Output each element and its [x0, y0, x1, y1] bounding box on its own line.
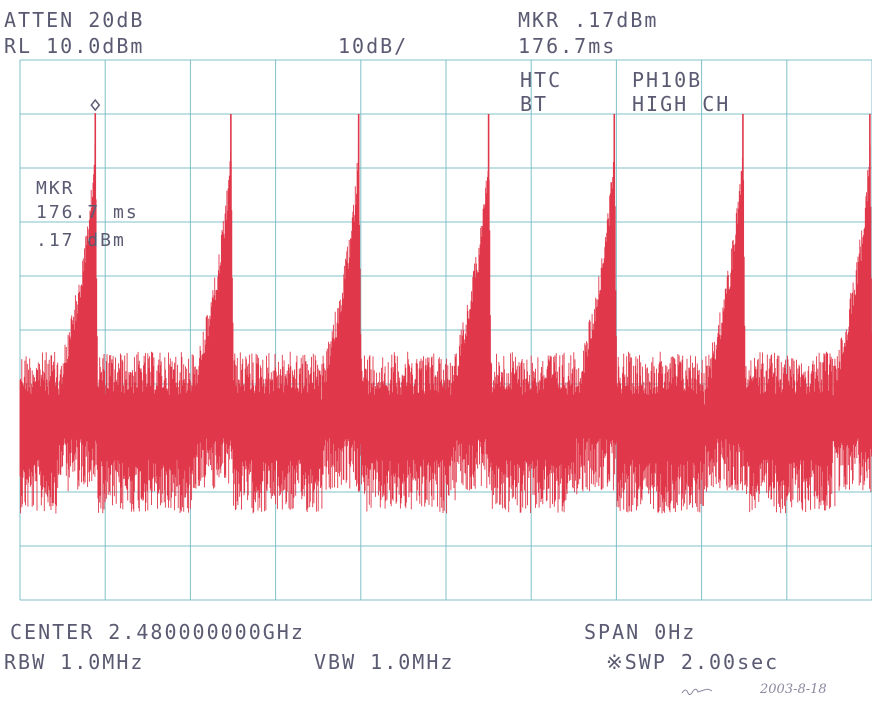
marker-time-label: 176.7ms [518, 34, 617, 58]
trace-path [19, 136, 872, 514]
marker-level-label: MKR .17dBm [518, 8, 659, 32]
model-label: PH10B [632, 68, 703, 92]
atten-label: ATTEN 20dB [4, 8, 145, 32]
mode-label: BT [520, 92, 549, 116]
marker-box-time: 176.7 ms [36, 202, 139, 223]
center-frequency-label: CENTER 2.480000000GHz [10, 620, 305, 644]
marker-box-title: MKR [36, 178, 75, 199]
ref-level-label: RL 10.0dBm [4, 34, 145, 58]
peak-markers [94, 113, 871, 357]
trace-series [19, 136, 872, 514]
date-annotation: 2003-8-18 [760, 682, 827, 697]
span-label: SPAN 0Hz [584, 620, 697, 644]
marker-box-level: .17 dBm [36, 230, 126, 251]
channel-label: HIGH CH [632, 92, 731, 116]
signature-scribble-icon [681, 688, 713, 696]
vbw-label: VBW 1.0MHz [314, 650, 455, 674]
sweep-label: ※SWP 2.00sec [606, 650, 780, 674]
rbw-label: RBW 1.0MHz [4, 650, 145, 674]
marker-diamond-icon [90, 98, 101, 112]
handwritten-signature [680, 684, 714, 702]
device-label: HTC [520, 68, 563, 92]
scale-label: 10dB/ [338, 34, 409, 58]
